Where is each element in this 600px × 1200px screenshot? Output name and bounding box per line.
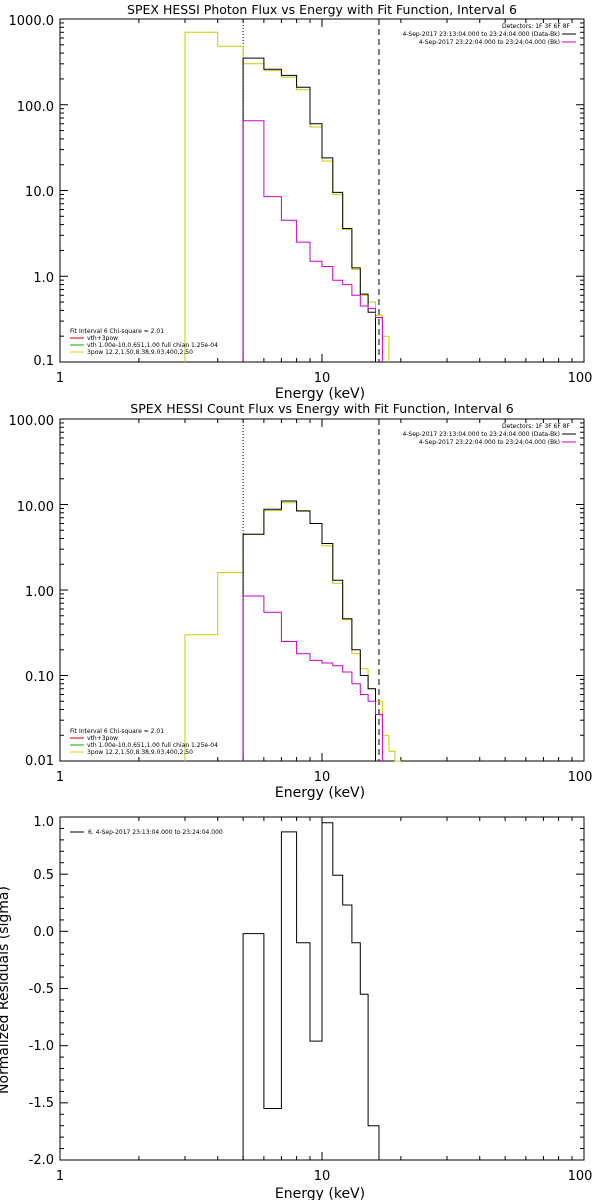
count-flux-legend: Fit Interval 6 Chi-square = 2.01 vth+3po… (70, 728, 218, 756)
residuals-panel: 1 10 100 -2.0 -1.5 -1.0 -0.5 0.0 0.5 1.0… (0, 815, 592, 1200)
photon-flux-legend: Fit Interval 6 Chi-square = 2.01 vth+3po… (70, 328, 218, 356)
count-flux-title: SPEX HESSI Count Flux vs Energy with Fit… (130, 401, 513, 416)
legend-3pow: 3pow 12.2,1.50,8.38,9.03,400,2.50 (87, 749, 193, 756)
y-tick-label: 0.0 (33, 925, 54, 940)
legend-fit-info: Fit Interval 6 Chi-square = 2.01 (70, 728, 164, 735)
x-tick-label: 10 (314, 1169, 331, 1184)
legend-vth: vth 1.00e-10,0.651,1.00 full chian 1.25e… (87, 742, 218, 749)
y-tick-label: 100.0 (17, 100, 54, 115)
y-tick-label: -1.0 (29, 1039, 54, 1054)
series-data-line (242, 500, 376, 761)
count-flux-plot-frame (59, 418, 585, 762)
y-tick-label: 0.1 (33, 354, 54, 369)
residuals-legend: 6. 4-Sep-2017 23:13:04.000 to 23:24:04.0… (70, 829, 223, 836)
residuals-x-tick-labels: 1 10 100 (56, 1169, 593, 1184)
info-detectors: Detectors: 1F 3F 6F 8F (502, 23, 571, 30)
residuals-y-tick-labels: -2.0 -1.5 -1.0 -0.5 0.0 0.5 1.0 (29, 815, 54, 1168)
x-tick-label: 1 (56, 371, 64, 386)
legend-vth3pow: vth+3pow (87, 735, 118, 742)
count-flux-info-block: Detectors: 1F 3F 6F 8F 4-Sep-2017 23:13:… (402, 423, 576, 446)
y-tick-label: -0.5 (29, 982, 54, 997)
y-tick-label: 1.0 (33, 815, 54, 830)
residuals-x-axis-label: Energy (keV) (275, 1186, 365, 1200)
y-tick-label: 100.00 (9, 414, 55, 429)
y-tick-label: 0.01 (25, 754, 54, 769)
legend-3pow: 3pow 12.2,1.50,8.38,9.03,400,2.50 (87, 349, 193, 356)
residuals-ticks (59, 816, 585, 1161)
series-vth-line (242, 595, 383, 761)
photon-flux-panel: SPEX HESSI Photon Flux vs Energy with Fi… (9, 2, 593, 402)
series-data-line (242, 57, 376, 362)
y-tick-label: 0.5 (33, 868, 54, 883)
y-tick-label: 10.00 (17, 500, 54, 515)
legend-vth: vth 1.00e-10,0.651,1.00 full chian 1.25e… (87, 342, 218, 349)
y-tick-label: 1.00 (25, 585, 54, 600)
x-tick-label: 1 (56, 770, 64, 785)
photon-flux-plot-frame (59, 18, 585, 363)
legend-fit-info: Fit Interval 6 Chi-square = 2.01 (70, 328, 164, 335)
info-bk-interval: 4-Sep-2017 23:22:04.000 to 23:24:04.000 … (419, 439, 560, 446)
x-tick-label: 100 (568, 1169, 593, 1184)
photon-flux-ticks (59, 18, 585, 363)
y-tick-label: 1000.0 (9, 14, 55, 29)
y-tick-label: 10.0 (25, 185, 54, 200)
count-flux-y-tick-labels: 0.01 0.10 1.00 10.00 100.00 (9, 414, 55, 769)
x-tick-label: 10 (314, 371, 331, 386)
residuals-y-axis-label: Normalized Residuals (sigma) (0, 886, 12, 1094)
info-detectors: Detectors: 1F 3F 6F 8F (502, 423, 571, 430)
x-tick-label: 100 (568, 371, 593, 386)
series-vth-3pow-line (184, 502, 401, 762)
count-flux-panel: SPEX HESSI Count Flux vs Energy with Fit… (9, 401, 593, 801)
count-flux-x-tick-labels: 1 10 100 (56, 770, 593, 785)
y-tick-label: 1.0 (33, 271, 54, 286)
y-tick-label: -2.0 (29, 1153, 54, 1168)
y-tick-label: -1.5 (29, 1096, 54, 1111)
photon-flux-series (184, 31, 390, 362)
x-tick-label: 100 (568, 770, 593, 785)
legend-vth3pow: vth+3pow (87, 335, 118, 342)
photon-flux-info-block: Detectors: 1F 3F 6F 8F 4-Sep-2017 23:13:… (402, 23, 576, 46)
series-vth-3pow-line (184, 31, 390, 362)
legend-interval: 6. 4-Sep-2017 23:13:04.000 to 23:24:04.0… (88, 829, 223, 836)
photon-flux-title: SPEX HESSI Photon Flux vs Energy with Fi… (127, 2, 517, 17)
series-vth-line (242, 120, 383, 362)
x-tick-label: 10 (314, 770, 331, 785)
info-data-interval: 4-Sep-2017 23:13:04.000 to 23:24:04.000 … (402, 431, 560, 438)
count-flux-ticks (59, 418, 585, 762)
count-flux-x-axis-label: Energy (keV) (275, 785, 365, 801)
photon-flux-x-tick-labels: 1 10 100 (56, 371, 593, 386)
count-flux-series (184, 500, 401, 762)
y-tick-label: 0.10 (25, 670, 54, 685)
residuals-series (242, 822, 380, 1160)
info-bk-interval: 4-Sep-2017 23:22:04.000 to 23:24:04.000 … (419, 39, 560, 46)
x-tick-label: 1 (56, 1169, 64, 1184)
count-flux-fit-range-lines (242, 419, 380, 761)
series-6-4-sep-2017-23-13-04-000-to-23-24-04-000-line (242, 822, 380, 1160)
photon-flux-x-axis-label: Energy (keV) (275, 386, 365, 402)
info-data-interval: 4-Sep-2017 23:13:04.000 to 23:24:04.000 … (402, 31, 560, 38)
photon-flux-y-tick-labels: 0.1 1.0 10.0 100.0 1000.0 (9, 14, 55, 369)
